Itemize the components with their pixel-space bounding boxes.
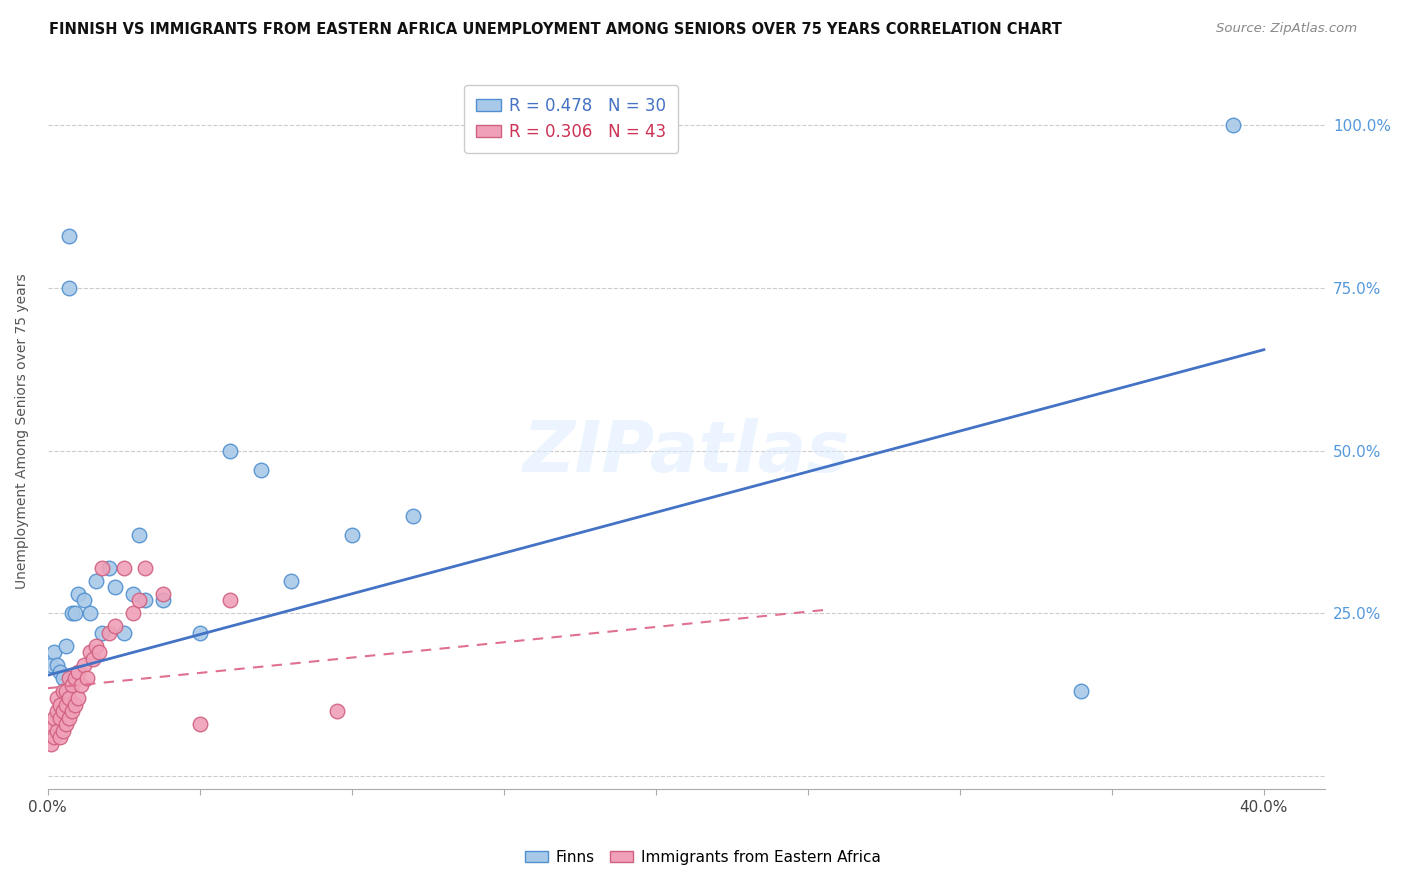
Point [73, 658, 96, 673]
Point [49, 665, 72, 679]
Point [58, 672, 80, 686]
Text: ZIPatlas: ZIPatlas [523, 418, 849, 487]
Point [97, 561, 120, 575]
Point [55, 684, 77, 698]
Point [55, 717, 77, 731]
Point [188, 717, 211, 731]
Point [58, 281, 80, 295]
Legend: Finns, Immigrants from Eastern Africa: Finns, Immigrants from Eastern Africa [519, 844, 887, 871]
Point [1070, 684, 1092, 698]
Point [42, 710, 65, 724]
Point [55, 639, 77, 653]
Point [39, 717, 62, 731]
Point [104, 580, 127, 594]
Point [70, 678, 93, 692]
Point [52, 684, 75, 698]
Point [45, 704, 67, 718]
Point [67, 587, 90, 601]
Point [42, 730, 65, 744]
Point [219, 443, 242, 458]
Point [122, 607, 145, 621]
Point [63, 698, 86, 712]
Point [249, 463, 271, 477]
Point [45, 723, 67, 738]
Point [39, 737, 62, 751]
Point [58, 228, 80, 243]
Y-axis label: Unemployment Among Seniors over 75 years: Unemployment Among Seniors over 75 years [15, 273, 30, 589]
Point [134, 593, 156, 607]
Point [60, 704, 83, 718]
Point [128, 593, 150, 607]
Point [58, 691, 80, 706]
Point [52, 704, 75, 718]
Text: FINNISH VS IMMIGRANTS FROM EASTERN AFRICA UNEMPLOYMENT AMONG SENIORS OVER 75 YEA: FINNISH VS IMMIGRANTS FROM EASTERN AFRIC… [49, 22, 1062, 37]
Point [82, 652, 104, 666]
Point [45, 658, 67, 673]
Point [49, 730, 72, 744]
Point [152, 593, 174, 607]
Point [39, 658, 62, 673]
Point [52, 672, 75, 686]
Point [55, 698, 77, 712]
Point [79, 607, 101, 621]
Point [91, 561, 114, 575]
Point [49, 710, 72, 724]
Point [128, 528, 150, 542]
Point [42, 645, 65, 659]
Point [134, 561, 156, 575]
Point [280, 574, 302, 588]
Point [104, 619, 127, 633]
Point [219, 593, 242, 607]
Point [112, 561, 135, 575]
Point [67, 665, 90, 679]
Point [76, 672, 98, 686]
Point [52, 723, 75, 738]
Point [60, 678, 83, 692]
Point [79, 645, 101, 659]
Point [58, 710, 80, 724]
Point [188, 626, 211, 640]
Point [89, 645, 111, 659]
Point [325, 704, 347, 718]
Point [91, 626, 114, 640]
Point [112, 626, 135, 640]
Point [340, 528, 363, 542]
Point [63, 607, 86, 621]
Point [45, 691, 67, 706]
Text: Source: ZipAtlas.com: Source: ZipAtlas.com [1216, 22, 1357, 36]
Point [1222, 118, 1244, 132]
Point [73, 593, 96, 607]
Point [60, 607, 83, 621]
Legend: R = 0.478   N = 30, R = 0.306   N = 43: R = 0.478 N = 30, R = 0.306 N = 43 [464, 85, 678, 153]
Point [122, 587, 145, 601]
Point [86, 574, 108, 588]
Point [86, 639, 108, 653]
Point [97, 626, 120, 640]
Point [67, 691, 90, 706]
Point [401, 508, 423, 523]
Point [152, 587, 174, 601]
Point [63, 672, 86, 686]
Point [49, 698, 72, 712]
